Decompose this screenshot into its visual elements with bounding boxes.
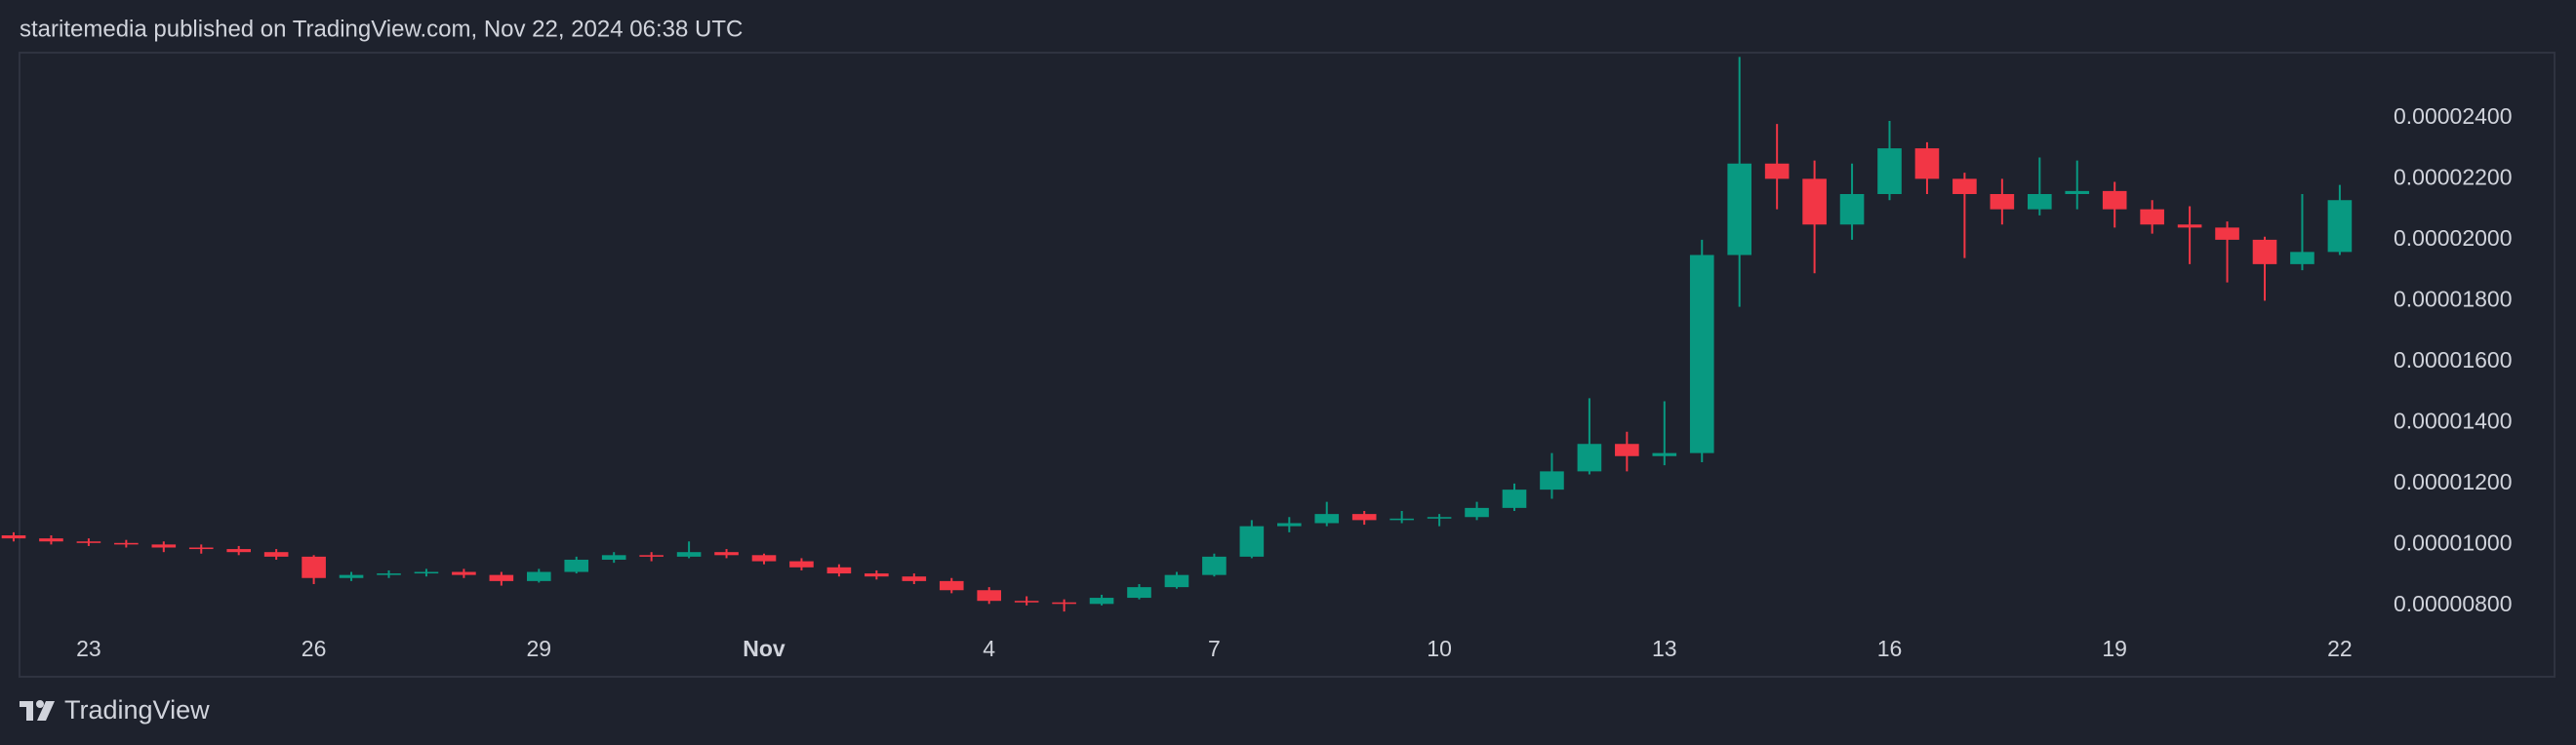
- candle-body: [414, 571, 439, 574]
- x-tick-label: 7: [1208, 636, 1221, 661]
- candle-body: [1914, 148, 1940, 179]
- candle-body: [2252, 239, 2277, 264]
- y-tick-label: 0.00002000: [2394, 225, 2513, 251]
- candle-body: [188, 547, 214, 550]
- candle-body: [2027, 194, 2052, 210]
- x-tick-label: 10: [1427, 636, 1452, 661]
- candle-body: [2290, 252, 2314, 264]
- candle-body: [226, 549, 252, 553]
- candle-body: [1014, 601, 1039, 603]
- candle-body: [1465, 507, 1489, 518]
- candle-body: [114, 542, 139, 545]
- candle-body: [977, 590, 1002, 602]
- candle-body: [1239, 526, 1265, 557]
- candle-body: [1, 535, 26, 539]
- candle-body: [939, 580, 964, 591]
- candle-body: [2065, 190, 2090, 194]
- x-tick-label: 26: [302, 636, 327, 661]
- candle-body: [639, 555, 664, 557]
- candle-body: [826, 567, 852, 574]
- candle-body: [1577, 444, 1602, 472]
- candle-body: [39, 538, 63, 542]
- y-tick-label: 0.00001800: [2394, 286, 2513, 311]
- y-tick-label: 0.00000800: [2394, 591, 2513, 616]
- candle-body: [526, 571, 551, 581]
- candle-body: [865, 573, 889, 577]
- x-tick-label: 29: [527, 636, 552, 661]
- candle-body: [1089, 598, 1114, 605]
- candle-body: [2140, 209, 2164, 225]
- candle-body: [1502, 490, 1527, 508]
- candle-body: [377, 573, 401, 575]
- y-tick-label: 0.00001600: [2394, 347, 2513, 372]
- candle-body: [902, 576, 927, 581]
- y-tick-label: 0.00002200: [2394, 164, 2513, 189]
- candle-body: [1276, 523, 1302, 527]
- candle-body: [151, 544, 177, 548]
- candle-body: [1202, 556, 1227, 575]
- candle-body: [2327, 200, 2353, 253]
- y-tick-label: 0.00002400: [2394, 103, 2513, 129]
- x-tick-label: 16: [1877, 636, 1903, 661]
- candle-body: [1127, 587, 1151, 599]
- x-tick-label: 4: [983, 636, 995, 661]
- candle-body: [302, 556, 326, 578]
- y-tick-label: 0.00001000: [2394, 529, 2513, 555]
- candle-body: [2215, 227, 2239, 240]
- candle-body: [1314, 514, 1340, 524]
- candle-body: [2102, 190, 2127, 210]
- candle-body: [1389, 518, 1414, 521]
- candle-body: [76, 541, 101, 543]
- candle-body: [452, 571, 476, 575]
- candle-body: [1351, 514, 1377, 521]
- candle-body: [1427, 517, 1452, 519]
- candle-body: [751, 555, 777, 562]
- candle-body: [339, 574, 364, 578]
- candle-body: [601, 555, 626, 560]
- candle-body: [1877, 148, 1902, 194]
- x-tick-label: 13: [1652, 636, 1677, 661]
- candle-body: [1540, 471, 1564, 490]
- candle-body: [1652, 452, 1677, 456]
- candle-body: [1952, 178, 1977, 194]
- x-tick-label: 19: [2102, 636, 2127, 661]
- candle-body: [714, 552, 739, 556]
- candle-body: [1052, 602, 1076, 605]
- plot-frame: [19, 52, 2556, 678]
- candle-body: [263, 552, 289, 557]
- x-tick-label: 23: [76, 636, 101, 661]
- chart-title: staritemedia published on TradingView.co…: [20, 16, 743, 42]
- candle-body: [564, 560, 589, 572]
- candle-body: [1802, 178, 1827, 225]
- candle-body: [676, 552, 702, 557]
- x-tick-label: Nov: [743, 636, 785, 661]
- candle-body: [789, 561, 814, 568]
- candle-body: [1615, 444, 1639, 456]
- candle-body: [1839, 194, 1865, 225]
- candle-body: [1164, 574, 1189, 588]
- candle-body: [489, 574, 514, 581]
- candle-body: [2177, 224, 2202, 228]
- brand-logo: [20, 700, 55, 721]
- candle-body: [1689, 255, 1714, 453]
- candle-body: [1764, 163, 1790, 179]
- brand-name: TradingView: [64, 695, 210, 725]
- x-tick-label: 22: [2327, 636, 2353, 661]
- y-tick-label: 0.00001400: [2394, 408, 2513, 433]
- candle-body: [1990, 194, 2015, 210]
- y-tick-label: 0.00001200: [2394, 469, 2513, 494]
- candle-body: [1727, 163, 1752, 255]
